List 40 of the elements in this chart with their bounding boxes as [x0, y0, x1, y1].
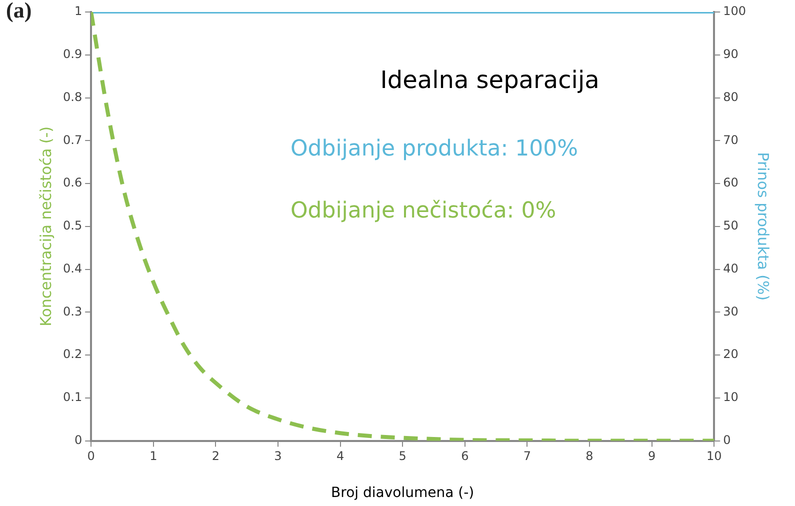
y2-axis-title: Prinos produkta (%) — [754, 152, 772, 301]
x-tick-label: 6 — [461, 449, 469, 464]
annotation: Idealna separacija — [380, 66, 600, 94]
y-tick-label: 0.2 — [62, 347, 82, 362]
annotation: Odbijanje nečistoća: 0% — [290, 198, 556, 224]
y2-tick-label: 50 — [723, 218, 738, 233]
y-tick-label: 0.1 — [62, 390, 82, 404]
y2-tick-label: 10 — [723, 390, 738, 404]
y-tick-label: 0.4 — [62, 261, 82, 276]
y-tick-label: 0.8 — [62, 90, 82, 104]
y-tick-label: 0.3 — [62, 304, 82, 318]
y-tick-label: 0.6 — [62, 176, 82, 190]
y-tick-label: 0.5 — [62, 218, 82, 233]
x-tick-label: 1 — [150, 449, 158, 464]
y2-tick-label: 80 — [723, 90, 738, 104]
annotation: Odbijanje produkta: 100% — [290, 136, 578, 162]
x-tick-label: 0 — [87, 449, 95, 464]
y2-tick-label: 60 — [723, 176, 738, 190]
y2-tick-label: 0 — [723, 432, 731, 447]
y-tick-label: 1 — [74, 4, 82, 18]
x-tick-label: 4 — [336, 449, 344, 464]
text: (a) — [6, 0, 32, 23]
y2-tick-label: 40 — [723, 261, 738, 276]
x-tick-label: 3 — [274, 449, 282, 464]
y2-tick-label: 90 — [723, 47, 738, 62]
y2-tick-label: 70 — [723, 132, 738, 147]
x-tick-label: 2 — [212, 449, 220, 464]
y-tick-label: 0 — [74, 432, 82, 447]
y-tick-label: 0.7 — [62, 132, 82, 147]
x-tick-label: 9 — [648, 449, 656, 464]
x-axis-title: Broj diavolumena (-) — [331, 485, 474, 502]
x-tick-label: 8 — [586, 449, 594, 464]
y-tick-label: 0.9 — [62, 47, 82, 62]
y2-tick-label: 30 — [723, 304, 738, 318]
y-axis-title: Koncentracija nečistoća (-) — [36, 126, 55, 326]
y2-tick-label: 20 — [723, 347, 738, 362]
x-tick-label: 10 — [706, 449, 722, 464]
x-tick-label: 7 — [523, 449, 532, 464]
y2-tick-label: 100 — [723, 4, 746, 18]
x-tick-label: 5 — [398, 449, 406, 464]
